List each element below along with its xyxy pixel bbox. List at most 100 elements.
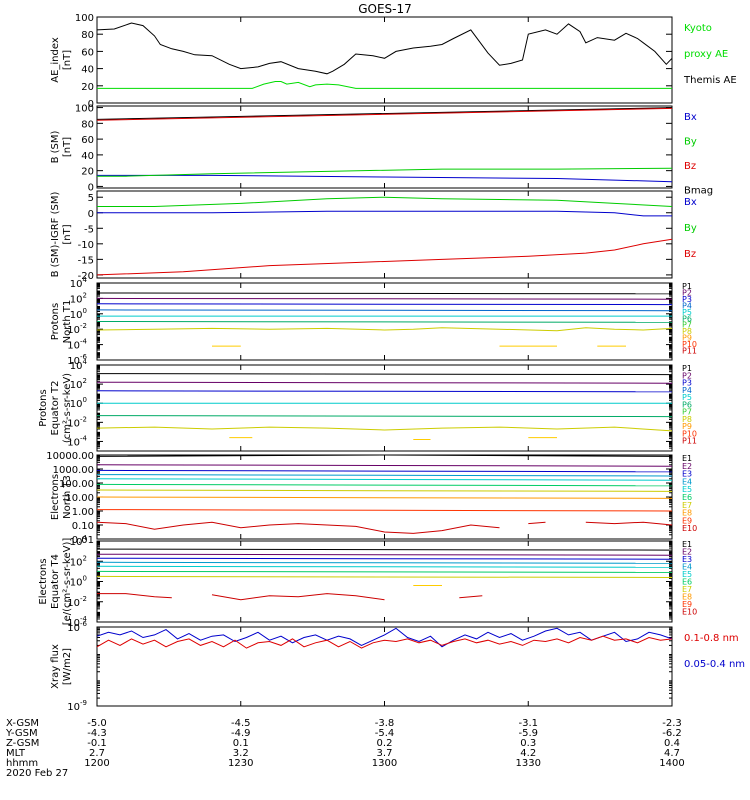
series-kyoto-proxy-ae [97,81,672,89]
series-e10 [97,593,483,601]
y-tick-label: 0.01 [72,535,94,546]
y-axis-label: Electrons [50,474,61,520]
legend-entry: E6 [682,493,692,502]
legend-entry: E7 [682,585,692,594]
footer-value: 4.2 [520,748,536,759]
y-axis-label: North T3 [62,475,73,519]
plot-title: GOES-17 [358,2,412,16]
footer-value: 1330 [516,758,541,769]
y-tick-exponent: 4 [83,358,88,366]
footer-row-label: Y-GSM [5,728,38,739]
legend-entry: P7 [682,321,692,330]
legend-entry: E4 [682,563,692,572]
y-tick-label: 80 [81,119,94,130]
footer-value: -3.1 [518,718,538,729]
y-tick-exponent: 0 [83,396,87,404]
legend-entry: P10 [682,340,697,349]
legend-entry: Bx [684,197,697,208]
legend-entry: P3 [682,295,692,304]
series-bz [96,107,673,121]
y-tick-exponent: 2 [83,291,87,299]
footer-value: 3.7 [377,748,393,759]
legend-entry: E8 [682,509,692,518]
series-p2 [96,297,673,300]
series-by [97,167,673,177]
legend-entry: E9 [682,600,692,609]
legend-entry: P8 [682,415,692,424]
series-e9 [96,509,673,512]
legend-entry: E1 [682,454,692,463]
y-tick-exponent: 2 [83,554,87,562]
y-axis-label: B (SM)-IGRF (SM) [50,192,61,278]
legend-entry: By [684,137,697,148]
legend-entry: E6 [682,578,692,587]
series-e10 [96,521,673,534]
y-axis-label: (cm²-s-sr-keV) [62,373,73,443]
footer-row-label: Z-GSM [6,738,39,749]
legend-entry: P10 [682,429,697,438]
series-by [97,196,673,207]
y-axis-label: Protons [38,389,49,426]
series-e5 [96,478,673,481]
legend-entry: 0.1-0.8 nm [684,633,739,644]
y-tick-exponent: 4 [83,276,88,284]
footer-value: 1200 [84,758,109,769]
series-p9 [229,437,557,440]
y-axis-label: [nT] [62,224,73,244]
legend-entry: proxy AE [684,49,728,60]
legend-entry: E8 [682,593,692,602]
y-axis-label: [nT] [62,137,73,157]
series-themis-ae [96,22,673,75]
footer-value: -5.4 [375,728,395,739]
legend-entry: E3 [682,470,692,479]
series-p2 [96,381,673,384]
series-e6 [96,483,673,487]
footer-value: 0.4 [664,738,680,749]
footer-value: -5.0 [87,718,107,729]
y-tick-exponent: 0 [83,307,87,315]
series-p1 [96,292,673,295]
series-e6 [96,570,673,573]
series-bx [97,174,673,183]
y-tick-label: -15 [78,255,94,266]
legend-entry: Bz [684,249,696,260]
y-tick-exponent: -2 [80,415,87,423]
series-e3 [96,469,673,473]
footer-row-label: hhmm [6,758,38,769]
y-axis-label: AE_index [50,37,61,83]
y-tick-label: 80 [81,30,94,41]
legend-entry: E2 [682,462,692,471]
legend-entry: P4 [682,386,692,395]
y-tick-label: 20 [81,82,94,93]
footer-value: -5.9 [518,728,538,739]
panel-xray: 10-9 10-6 Xray flux [W/m2] 0.1-0.8 nm 0.05-0.… [50,620,745,713]
y-tick-label: 0 [88,209,94,220]
panel-frame [96,364,673,452]
legend-entry: Kyoto [684,23,712,34]
series-e4 [96,474,673,477]
series-e4 [96,561,673,564]
footer-value: 4.7 [664,748,680,759]
y-tick-exponent: -4 [80,338,88,346]
series-p6 [96,415,673,418]
footer-value: 1300 [372,758,397,769]
legend-entry: 0.05-0.4 nm [684,659,745,670]
y-tick-exponent: -6 [80,353,88,361]
y-tick-label: 60 [81,47,94,58]
legend-entry: E1 [682,540,692,549]
series-bmag [96,107,673,120]
legend-entry: E9 [682,516,692,525]
y-tick-label: 10-6 [67,620,87,634]
y-tick-exponent: -6 [80,620,88,628]
legend-entry: Bmag [684,186,713,197]
panel-frame [96,540,673,623]
y-tick-exponent: -4 [80,434,88,442]
y-tick-label: 20 [81,167,94,178]
series-p3 [96,303,673,306]
legend-entry: P6 [682,400,692,409]
y-tick-label: 40 [81,151,94,162]
y-tick-label: 60 [81,135,94,146]
